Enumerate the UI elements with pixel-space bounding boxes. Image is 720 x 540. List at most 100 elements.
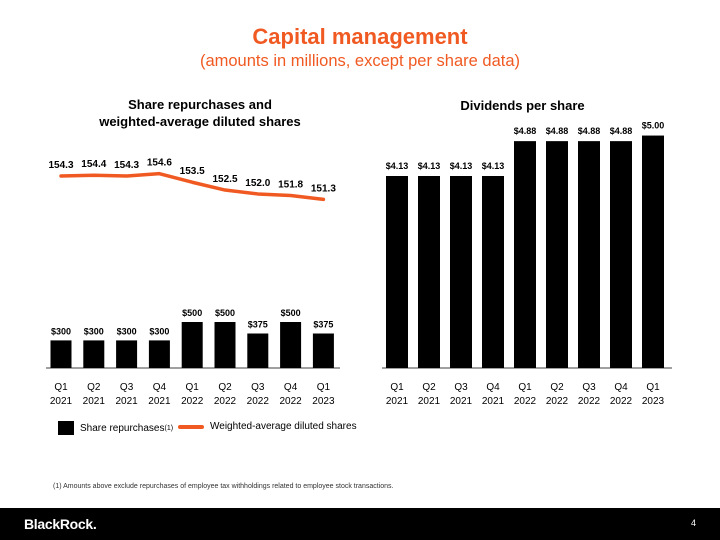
right-axis-tick-quarter: Q3	[454, 382, 468, 393]
dividend-bar-label: $4.88	[546, 126, 569, 136]
repurchase-bar	[247, 333, 269, 368]
diluted-shares-label: 151.3	[311, 183, 336, 194]
repurchase-bar-label: $500	[215, 308, 235, 318]
chart-title-line: Share repurchases and	[128, 97, 272, 112]
left-axis-tick-year: 2021	[83, 396, 106, 407]
chart-title-line: weighted-average diluted shares	[99, 114, 301, 129]
brand-logo: BlackRock.	[24, 516, 97, 532]
repurchase-bar	[214, 322, 236, 368]
dividend-bar-label: $4.88	[578, 126, 601, 136]
dividend-bar	[386, 176, 408, 368]
legend-footnote-marker: (1)	[164, 424, 174, 432]
page-subtitle: (amounts in millions, except per share d…	[199, 52, 521, 70]
left-axis-tick-quarter: Q1	[317, 382, 331, 393]
left-axis-tick-quarter: Q3	[120, 382, 134, 393]
repurchase-bar	[50, 340, 72, 368]
dividend-bar-label: $5.00	[642, 121, 665, 131]
right-axis-tick-quarter: Q1	[390, 382, 404, 393]
chart-title-repurchases: Share repurchases and weighted-average d…	[60, 96, 340, 130]
dividend-bar	[546, 141, 568, 368]
dividend-bar-label: $4.13	[482, 161, 505, 171]
diluted-shares-label: 152.5	[212, 174, 237, 185]
dividend-bar	[450, 176, 472, 368]
left-axis-tick-year: 2022	[181, 396, 204, 407]
right-axis-tick-year: 2021	[482, 396, 505, 407]
dividend-bar	[418, 176, 440, 368]
repurchase-bar	[148, 340, 170, 368]
left-axis-tick-quarter: Q3	[251, 382, 265, 393]
repurchase-bar-label: $500	[182, 308, 202, 318]
legend-label-repurchases: Share repurchases	[80, 422, 165, 434]
repurchase-bar-label: $375	[248, 320, 268, 330]
left-axis-tick-year: 2021	[115, 396, 138, 407]
dividend-bar-label: $4.88	[514, 126, 537, 136]
repurchase-bar	[280, 322, 302, 368]
diluted-shares-label: 154.6	[147, 158, 172, 169]
legend-label-diluted-shares: Weighted-average diluted shares	[210, 421, 357, 432]
dividend-bar-label: $4.13	[450, 161, 473, 171]
repurchase-bar-label: $375	[313, 320, 333, 330]
right-axis-tick-quarter: Q2	[422, 382, 436, 393]
diluted-shares-label: 153.5	[180, 166, 205, 177]
legend-line-swatch	[178, 424, 204, 429]
left-axis-tick-quarter: Q4	[153, 382, 167, 393]
right-axis-tick-quarter: Q1	[646, 382, 660, 393]
right-axis-tick-year: 2021	[450, 396, 473, 407]
repurchase-bar-label: $500	[281, 308, 301, 318]
diluted-shares-label: 152.0	[245, 178, 270, 189]
left-axis-tick-year: 2022	[279, 396, 302, 407]
diluted-shares-label: 151.8	[278, 180, 303, 191]
dividend-bar	[578, 141, 600, 368]
left-axis-tick-quarter: Q2	[87, 382, 101, 393]
chart-title-dividends: Dividends per share	[460, 98, 585, 113]
repurchase-bar-label: $300	[84, 326, 104, 336]
right-axis-tick-quarter: Q1	[518, 382, 532, 393]
diluted-shares-label: 154.3	[114, 160, 139, 171]
repurchase-bar-label: $300	[117, 326, 137, 336]
left-axis-tick-year: 2022	[214, 396, 237, 407]
left-axis-tick-year: 2023	[312, 396, 335, 407]
dividend-bar-label: $4.88	[610, 126, 633, 136]
page-number: 4	[690, 518, 696, 528]
diluted-shares-line	[59, 171, 326, 202]
legend-bar-swatch	[58, 421, 74, 435]
left-axis-tick-quarter: Q1	[54, 382, 68, 393]
left-axis-tick-quarter: Q2	[218, 382, 232, 393]
repurchase-bar	[116, 340, 138, 368]
dividend-bar	[482, 176, 504, 368]
diluted-shares-label: 154.3	[48, 160, 73, 171]
footnote: (1) Amounts above exclude repurchases of…	[53, 483, 394, 490]
right-axis-tick-year: 2022	[610, 396, 633, 407]
right-axis-tick-quarter: Q4	[486, 382, 500, 393]
right-axis-tick-year: 2021	[386, 396, 409, 407]
right-axis-tick-quarter: Q2	[550, 382, 564, 393]
right-axis-tick-year: 2023	[642, 396, 665, 407]
repurchase-bar	[181, 322, 203, 368]
repurchase-bar	[83, 340, 105, 368]
right-axis-tick-year: 2022	[546, 396, 569, 407]
dividend-bar	[514, 141, 536, 368]
dividend-bar	[642, 135, 664, 368]
right-axis-tick-year: 2022	[578, 396, 601, 407]
left-axis-tick-quarter: Q4	[284, 382, 298, 393]
repurchase-bar-label: $300	[149, 326, 169, 336]
right-axis-tick-quarter: Q4	[614, 382, 628, 393]
diluted-shares-label: 154.4	[81, 159, 106, 170]
right-axis-tick-quarter: Q3	[582, 382, 596, 393]
footer-bar: BlackRock. 4	[0, 508, 720, 540]
legend-item-repurchases: Share repurchases (1)	[58, 421, 173, 435]
right-axis-tick-year: 2022	[514, 396, 537, 407]
dividend-bar-label: $4.13	[418, 161, 441, 171]
right-axis-tick-year: 2021	[418, 396, 441, 407]
left-axis-tick-quarter: Q1	[186, 382, 200, 393]
repurchase-bar-label: $300	[51, 326, 71, 336]
dividend-bar	[610, 141, 632, 368]
left-axis-tick-year: 2021	[50, 396, 73, 407]
left-axis-tick-year: 2022	[247, 396, 270, 407]
left-axis-tick-year: 2021	[148, 396, 171, 407]
page-title: Capital management	[252, 24, 468, 49]
dividend-bar-label: $4.13	[386, 161, 409, 171]
legend-item-diluted-shares: Weighted-average diluted shares	[178, 421, 357, 432]
repurchase-bar	[312, 333, 334, 368]
